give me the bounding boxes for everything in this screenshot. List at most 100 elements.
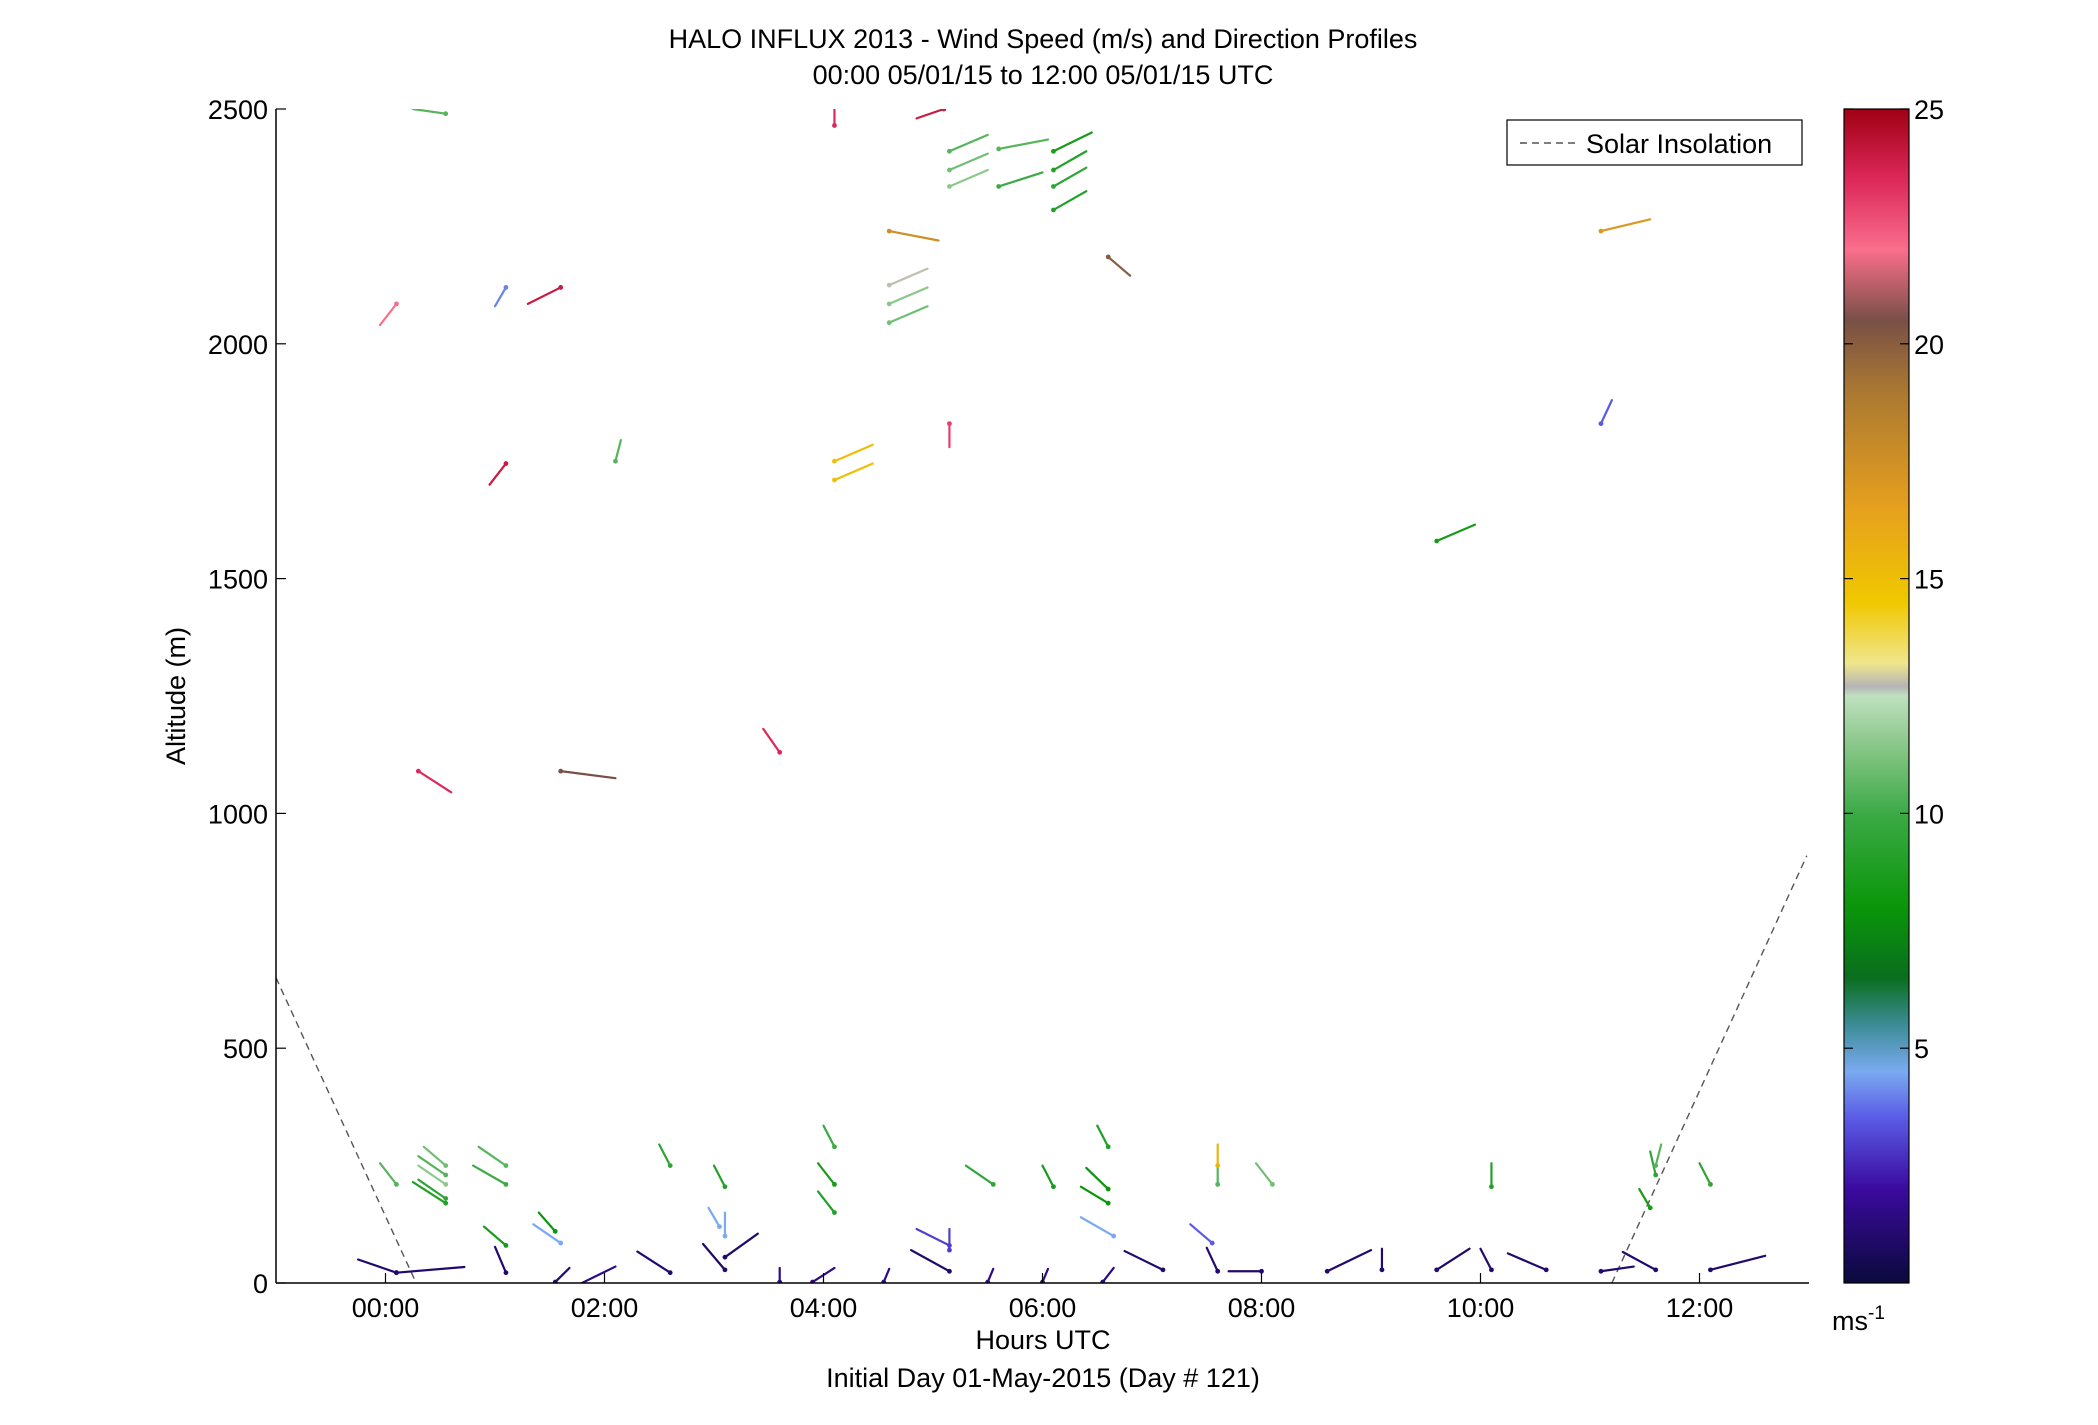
colorbar-unit-exponent: -1 (1868, 1303, 1885, 1324)
wind-barb (554, 1266, 571, 1283)
wind-barb-origin (558, 285, 564, 290)
colorbar: 5 10 15 20 25 ms-1 (1832, 95, 1944, 1336)
y-tick-label: 2000 (208, 330, 268, 360)
wind-barb (579, 1265, 617, 1283)
wind-barb (1079, 1216, 1115, 1238)
wind-barb-origin (1051, 148, 1056, 154)
x-tick-label: 08:00 (1228, 1293, 1296, 1323)
wind-barb (636, 1250, 672, 1274)
wind-barb-origin (947, 148, 952, 154)
wind-barb (701, 1242, 727, 1271)
wind-barb-origin (503, 1243, 509, 1248)
wind-barb-origin (886, 301, 892, 307)
wind-barb (1479, 1247, 1493, 1271)
wind-barb (997, 171, 1044, 188)
solar-insolation-line (276, 977, 417, 1283)
wind-barb-origin (1434, 538, 1440, 544)
x-axis-label: Hours UTC (975, 1325, 1110, 1355)
wind-barb-origin (717, 1224, 722, 1230)
y-tick-label: 500 (223, 1034, 268, 1064)
wind-barb (559, 770, 617, 780)
x-tick-label: 02:00 (571, 1293, 639, 1323)
wind-barb (712, 1164, 727, 1188)
wind-barb (417, 1164, 447, 1186)
wind-barb (1709, 1254, 1767, 1271)
wind-barb-origin (394, 301, 399, 307)
x-tick-label: 04:00 (790, 1293, 858, 1323)
wind-barb-origin (1379, 1267, 1385, 1273)
wind-barb-origin (503, 285, 509, 290)
wind-barb-origin (443, 1196, 449, 1201)
wind-barb-origin (558, 1240, 564, 1246)
wind-barb (395, 1265, 466, 1274)
wind-barb (1698, 1162, 1712, 1186)
wind-barb-origin (1105, 1144, 1111, 1150)
wind-barb (1621, 1250, 1657, 1271)
wind-barb-origin (1598, 228, 1604, 234)
wind-barb (1506, 1252, 1548, 1271)
wind-barb (915, 1227, 951, 1247)
wind-barb (964, 1164, 995, 1186)
wind-barb (482, 1225, 508, 1247)
colorbar-ticks: 5 10 15 20 25 (1844, 95, 1944, 1064)
wind-barb-origin (1051, 167, 1056, 173)
wind-barb (1107, 255, 1132, 277)
chart-title: HALO INFLUX 2013 - Wind Speed (m/s) and … (669, 24, 1418, 54)
wind-barb-origin (777, 749, 783, 755)
wind-barb-origin (1489, 1184, 1494, 1190)
wind-barb-origin (832, 477, 837, 483)
wind-barb-origin (443, 1172, 449, 1178)
wind-barb-origin (881, 1279, 887, 1283)
wind-barb-origin (503, 1163, 509, 1168)
plot-area (276, 109, 1809, 1283)
wind-barb (723, 1232, 759, 1259)
wind-barb (833, 462, 874, 482)
wind-barb (1205, 1246, 1219, 1273)
wind-barb-origin (503, 1181, 509, 1187)
wind-barb (948, 152, 989, 172)
wind-barb-origin (886, 282, 892, 288)
wind-barb-origin (1215, 1181, 1221, 1187)
wind-barb-origin (985, 1279, 991, 1283)
wind-barb (1599, 218, 1652, 233)
x-tick-label: 12:00 (1666, 1293, 1734, 1323)
wind-barb-origin (832, 1144, 837, 1150)
wind-barb-origin (722, 1254, 728, 1260)
x-tick-label: 00:00 (352, 1293, 420, 1323)
wind-barb-origin (941, 109, 947, 112)
wind-barb-layer (357, 109, 1767, 1283)
wind-barb (493, 286, 508, 308)
wind-barb (526, 286, 562, 305)
wind-barb-origin (1051, 207, 1056, 213)
x-ticks: 00:00 02:00 04:00 06:00 08:00 10:00 12:00 (352, 1273, 1734, 1323)
wind-barb-origin (1708, 1267, 1713, 1273)
solar-insolation-layer (276, 855, 1808, 1283)
wind-barb (488, 462, 508, 486)
wind-barb-origin (552, 1228, 558, 1234)
wind-barb-origin (947, 167, 952, 173)
wind-barb-origin (1215, 1163, 1221, 1168)
wind-barb-origin (947, 184, 952, 189)
chart-subtitle: 00:00 05/01/15 to 12:00 05/01/15 UTC (813, 60, 1274, 90)
wind-barb (1052, 166, 1088, 188)
wind-barb (1052, 150, 1088, 172)
wind-barb-origin (947, 1247, 952, 1253)
wind-barb-origin (722, 1184, 728, 1190)
wind-barb (707, 1206, 721, 1228)
wind-barb (915, 109, 946, 120)
y-tick-label: 2500 (208, 95, 268, 125)
colorbar-gradient (1843, 108, 1910, 1284)
wind-barb-origin (1105, 254, 1111, 260)
wind-barb (1123, 1249, 1165, 1271)
wind-barb-origin (1489, 1267, 1494, 1273)
wind-barb-origin (1209, 1240, 1215, 1246)
wind-barb-origin (990, 1181, 996, 1187)
wind-barb-origin (1270, 1181, 1275, 1187)
wind-barb-origin (1324, 1268, 1330, 1274)
wind-barb (417, 1178, 447, 1200)
wind-barb-origin (832, 1181, 837, 1187)
wind-barb-origin (415, 768, 421, 774)
wind-barb (357, 1258, 398, 1274)
wind-barb (658, 1143, 672, 1167)
legend-box (1506, 119, 1803, 166)
